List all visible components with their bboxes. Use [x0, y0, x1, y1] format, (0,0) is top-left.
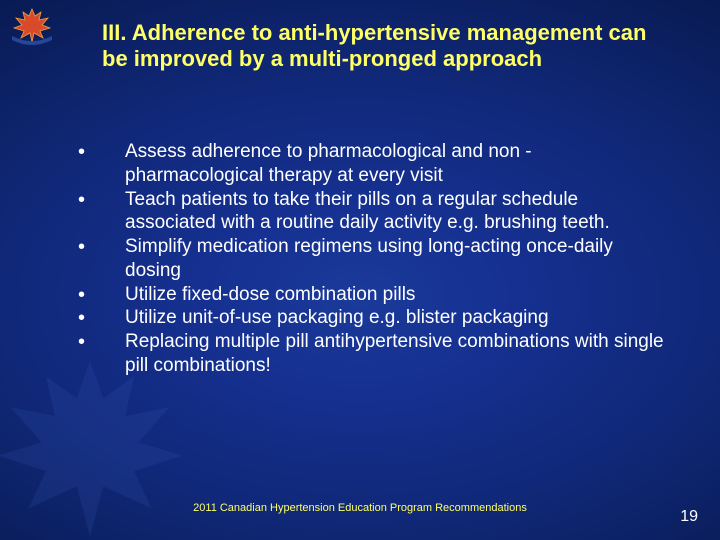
- list-item: Assess adherence to pharmacological and …: [70, 140, 665, 188]
- list-item: Replacing multiple pill antihypertensive…: [70, 330, 665, 378]
- footer-text: 2011 Canadian Hypertension Education Pro…: [0, 502, 720, 514]
- maple-leaf-icon: [8, 6, 56, 46]
- bullet-list: Assess adherence to pharmacological and …: [70, 140, 665, 378]
- slide: III. Adherence to anti-hypertensive mana…: [0, 0, 720, 540]
- list-item: Utilize unit-of-use packaging e.g. blist…: [70, 306, 665, 330]
- list-item: Utilize fixed-dose combination pills: [70, 283, 665, 307]
- list-item: Teach patients to take their pills on a …: [70, 188, 665, 236]
- list-item: Simplify medication regimens using long-…: [70, 235, 665, 283]
- slide-title: III. Adherence to anti-hypertensive mana…: [102, 20, 662, 73]
- page-number: 19: [680, 508, 698, 526]
